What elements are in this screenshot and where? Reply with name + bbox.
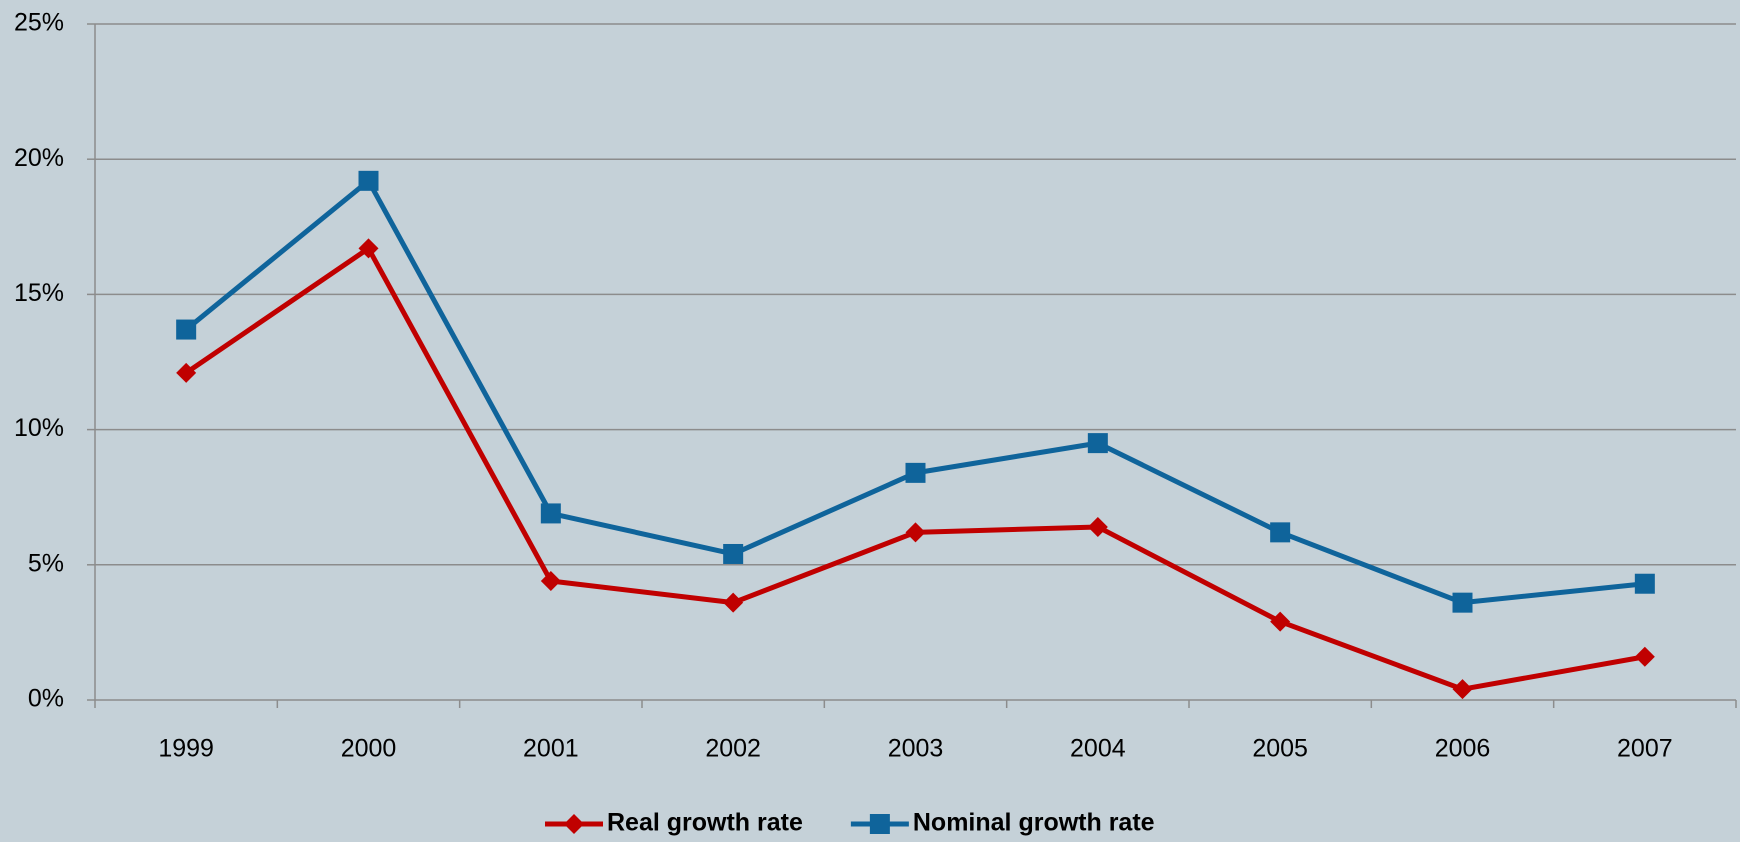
- data-point: [1087, 516, 1108, 537]
- y-tick-label: 15%: [14, 279, 64, 307]
- x-tick-label: 2000: [341, 735, 397, 763]
- data-point: [723, 543, 744, 564]
- data-point: [176, 319, 197, 340]
- y-tick-label: 25%: [14, 9, 64, 37]
- data-point: [1452, 679, 1473, 700]
- legend-label: Real growth rate: [607, 809, 803, 837]
- x-tick-label: 1999: [158, 735, 214, 763]
- data-point: [1452, 592, 1473, 613]
- data-point: [540, 503, 561, 524]
- x-tick-label: 2004: [1070, 735, 1126, 763]
- data-point: [358, 170, 379, 191]
- legend-marker: [564, 814, 584, 834]
- data-point: [1270, 611, 1291, 632]
- x-tick-label: 2003: [888, 735, 944, 763]
- y-tick-label: 10%: [14, 414, 64, 442]
- x-tick-label: 2001: [523, 735, 579, 763]
- data-point: [358, 238, 379, 259]
- data-point: [723, 592, 744, 613]
- data-point: [1270, 522, 1291, 543]
- data-point: [540, 571, 561, 592]
- x-tick-label: 2002: [705, 735, 761, 763]
- y-tick-label: 5%: [28, 549, 64, 577]
- data-point: [1634, 646, 1655, 667]
- data-point: [905, 522, 926, 543]
- data-point: [176, 362, 197, 383]
- data-point: [905, 462, 926, 483]
- x-tick-label: 2007: [1617, 735, 1673, 763]
- y-tick-label: 20%: [14, 144, 64, 172]
- y-tick-label: 0%: [28, 685, 64, 713]
- data-point: [1634, 573, 1655, 594]
- legend-label: Nominal growth rate: [913, 809, 1155, 837]
- legend-marker: [869, 814, 890, 834]
- x-tick-label: 2006: [1435, 735, 1491, 763]
- x-tick-label: 2005: [1252, 735, 1308, 763]
- data-point: [1087, 433, 1108, 454]
